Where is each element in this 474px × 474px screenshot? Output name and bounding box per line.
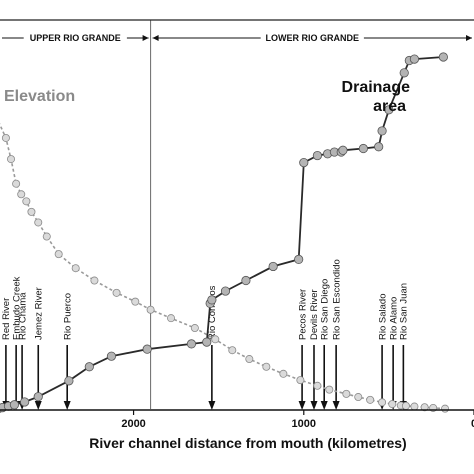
elevation-point [146,305,155,314]
elevation-point [90,276,99,285]
elevation-point [42,232,51,241]
region-label: UPPER RIO GRANDE [30,33,121,43]
elevation-point [325,385,334,394]
elevation-point [22,197,31,206]
tributary-label: Rio Puerco [62,293,73,340]
drainage-area-point [9,400,20,410]
tributary-label: Rio Salado [377,294,388,340]
tributary-label: Jemez River [33,287,44,340]
tributary-label: Rio San Diego [319,279,330,340]
elevation-point [420,403,429,412]
tributary-label: Rio Conchos [207,285,218,340]
drainage-area-point [358,143,368,154]
tributary-label: Rio San Juan [399,283,410,340]
elevation-point [262,362,271,371]
x-tick-label: 0 [471,418,474,430]
drainage-area-point [409,54,420,64]
drainage-area-point [299,158,309,168]
drainage-area-point [338,145,348,155]
drainage-area-series-label: Drainage area [342,79,411,115]
elevation-point [410,402,419,411]
axis-layer: 2000 1000 0 [0,409,474,430]
region-arrow-head [142,35,149,41]
elevation-point [54,250,63,259]
tributary-arrow-head [320,401,328,410]
drainage-area-point [438,52,448,62]
tributary-arrow-head [63,401,71,410]
drainage-area-point [374,142,384,152]
drainage-area-point [64,376,74,386]
elevation-point [441,404,450,413]
tributary-label: Pecos River [297,289,308,340]
tributary-label: Embudo Creek [11,276,22,340]
tributary-arrow-head [34,401,42,410]
elevation-point [313,381,322,390]
drainage-area-point [312,150,323,161]
elevation-point [401,401,410,410]
elevation-point [388,400,397,409]
x-tick-label: 1000 [292,418,316,430]
tributary-arrow-head [310,401,318,410]
tributary-label: Devils River [309,289,320,340]
elevation-point [167,314,176,323]
elevation-series-label: Elevation [4,88,75,105]
drainage-area-point [106,351,117,361]
elevation-point [17,190,26,199]
elevation-point [211,335,220,344]
tributary-label: Red River [1,298,12,340]
drainage-area-point [186,339,197,349]
elevation-point [296,376,305,385]
elevation-point [342,389,351,398]
elevation-point [366,395,375,404]
elevation-point [245,355,254,364]
elevation-point [34,218,43,227]
drainage-area-point [399,68,409,78]
drainage-area-point [241,275,251,286]
drainage-area-point [20,397,30,407]
drainage-area-point [220,286,231,296]
elevation-point [1,133,10,142]
drainage-label-line: Drainage [342,79,411,96]
elevation-point [354,393,363,402]
elevation-point [12,179,21,188]
tributary-label: Rio San Escondido [331,259,342,340]
drainage-area-point [33,392,43,402]
drainage-area-point [294,254,304,264]
region-arrow-head [152,35,159,41]
elevation-point [71,264,80,273]
x-axis-label: River channel distance from mouth (kilom… [89,435,406,451]
drainage-area-point [202,337,212,347]
elevation-point [378,398,387,407]
tributary-label: Rio Chama [17,292,28,340]
drainage-area-point [84,362,94,372]
elevation-point [112,288,121,297]
drainage-area-point [377,126,387,136]
region-arrow-head [466,35,472,41]
elevation-point [190,324,199,333]
elevation-point [7,155,16,164]
drainage-area-point [207,295,217,305]
drainage-label-line: area [373,98,406,115]
tributary-arrow-head [332,401,340,410]
tributary-arrow-head [298,401,306,410]
elevation-point [131,297,140,306]
tributary-label: Rio Alamo [388,297,399,340]
drainage-area-point [142,344,152,354]
tributary-arrow-head [208,401,216,410]
drainage-area-point [268,261,278,272]
elevation-point [228,346,237,355]
x-tick-label: 2000 [121,418,145,430]
region-label: LOWER RIO GRANDE [266,33,360,43]
region-layer: UPPER RIO GRANDE LOWER RIO GRANDE [0,19,474,409]
drainage-area-point [384,105,394,115]
elevation-point [27,207,36,216]
elevation-point [279,369,288,378]
